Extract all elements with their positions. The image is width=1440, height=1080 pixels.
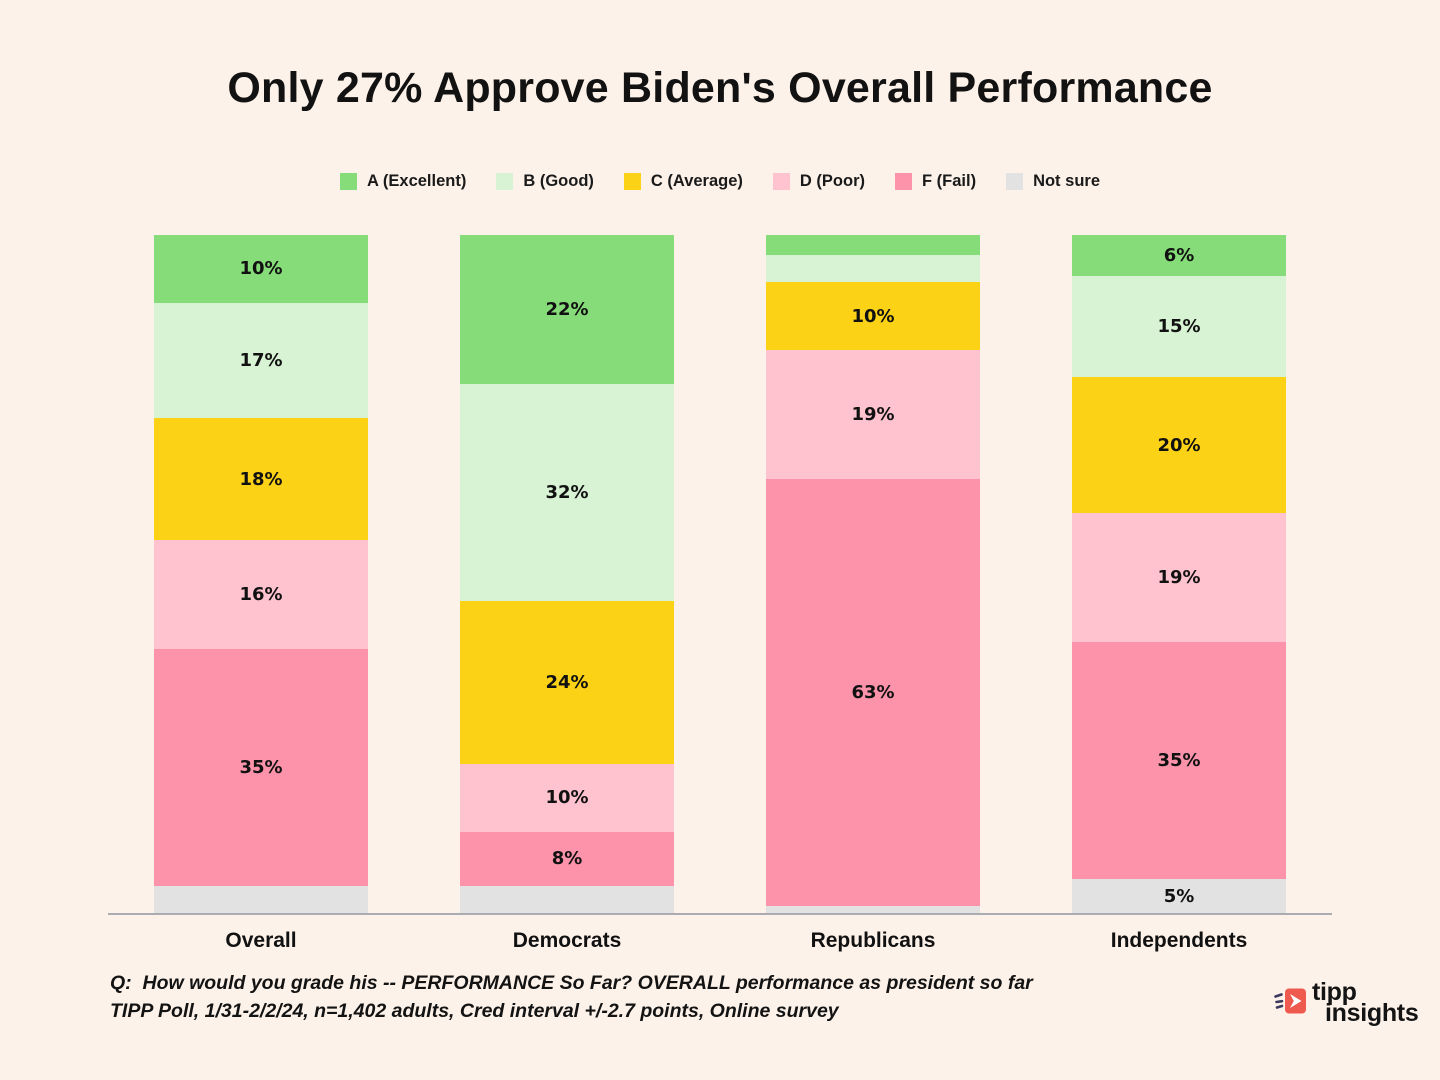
tipp-arrow-icon bbox=[1274, 986, 1308, 1023]
segment-value-label: 18% bbox=[239, 468, 283, 490]
legend-swatch-b-good bbox=[496, 173, 514, 190]
segment-value-label: 35% bbox=[1157, 749, 1201, 771]
legend-label: Not sure bbox=[1033, 172, 1100, 190]
category-label-independents: Independents bbox=[1110, 929, 1248, 952]
segment-value-label: 19% bbox=[1157, 566, 1201, 588]
stacked-bar-republicans: 10% 19% 63% bbox=[766, 235, 980, 913]
segment-c-average-republicans: 10% bbox=[766, 282, 980, 351]
stacked-bar-democrats: 22% 32% 24% 10% 8% bbox=[460, 235, 674, 913]
segment-value-label: 10% bbox=[545, 787, 589, 809]
plot-area: 10% 17% 18% 16% 35% 22% 32% 24% 10% 8% 10% 19% 63% 6%… bbox=[108, 235, 1332, 913]
segment-a-excellent-independents: 6% bbox=[1072, 235, 1286, 276]
segment-value-label: 10% bbox=[239, 258, 283, 280]
legend-item-b-good: B (Good) bbox=[496, 172, 594, 191]
segment-d-poor-democrats: 10% bbox=[460, 763, 674, 832]
segment-a-excellent-overall: 10% bbox=[154, 235, 368, 303]
segment-not-sure-republicans bbox=[766, 906, 980, 913]
legend-item-f-fail: F (Fail) bbox=[894, 172, 977, 191]
segment-not-sure-democrats bbox=[460, 885, 674, 913]
segment-not-sure-independents: 5% bbox=[1072, 879, 1286, 913]
logo-text: tipp insights bbox=[1312, 978, 1419, 1027]
legend-label: A (Excellent) bbox=[367, 172, 467, 190]
legend-item-not-sure: Not sure bbox=[1006, 172, 1100, 191]
segment-value-label: 32% bbox=[545, 482, 589, 504]
segment-b-good-democrats: 32% bbox=[460, 384, 674, 602]
segment-b-good-overall: 17% bbox=[154, 302, 368, 419]
legend-swatch-d-poor bbox=[772, 173, 790, 190]
segment-value-label: 8% bbox=[551, 848, 583, 870]
segment-d-poor-republicans: 19% bbox=[766, 350, 980, 480]
legend-item-c-average: C (Average) bbox=[623, 172, 743, 191]
footer-question: Q: How would you grade his -- PERFORMANC… bbox=[110, 972, 1033, 994]
segment-value-label: 22% bbox=[545, 299, 589, 321]
segment-a-excellent-democrats: 22% bbox=[460, 235, 674, 385]
legend-swatch-not-sure bbox=[1006, 173, 1024, 190]
segment-f-fail-independents: 35% bbox=[1072, 641, 1286, 880]
stacked-bar-overall: 10% 17% 18% 16% 35% bbox=[154, 235, 368, 913]
category-label-overall: Overall bbox=[225, 929, 297, 952]
segment-value-label: 19% bbox=[851, 404, 895, 426]
stacked-bar-independents: 6% 15% 20% 19% 35% 5% bbox=[1072, 235, 1286, 913]
footer-methodology: TIPP Poll, 1/31-2/2/24, n=1,402 adults, … bbox=[110, 1000, 839, 1022]
legend: A (Excellent) B (Good) C (Average) D (Poor)… bbox=[0, 172, 1440, 191]
category-row: Overall Democrats Republicans Independents bbox=[108, 929, 1332, 953]
footer: Q: How would you grade his -- PERFORMANC… bbox=[110, 969, 1210, 1025]
segment-f-fail-democrats: 8% bbox=[460, 831, 674, 886]
logo-text-line2: insights bbox=[1325, 999, 1419, 1027]
segment-d-poor-independents: 19% bbox=[1072, 512, 1286, 642]
legend-label: B (Good) bbox=[523, 172, 594, 190]
legend-swatch-f-fail bbox=[894, 173, 912, 190]
segment-value-label: 24% bbox=[545, 671, 589, 693]
segment-f-fail-republicans: 63% bbox=[766, 479, 980, 907]
x-axis-line bbox=[108, 913, 1332, 915]
category-label-republicans: Republicans bbox=[810, 929, 936, 952]
legend-item-a-excellent: A (Excellent) bbox=[340, 172, 466, 191]
segment-value-label: 15% bbox=[1157, 316, 1201, 338]
segment-c-average-overall: 18% bbox=[154, 418, 368, 541]
segment-d-poor-overall: 16% bbox=[154, 540, 368, 649]
segment-not-sure-overall bbox=[154, 885, 368, 913]
segment-f-fail-overall: 35% bbox=[154, 648, 368, 886]
tipp-insights-logo: tipp insights bbox=[1274, 978, 1419, 1027]
segment-value-label: 6% bbox=[1163, 244, 1195, 266]
legend-swatch-c-average bbox=[623, 173, 641, 190]
segment-c-average-democrats: 24% bbox=[460, 601, 674, 764]
segment-c-average-independents: 20% bbox=[1072, 377, 1286, 513]
segment-b-good-independents: 15% bbox=[1072, 275, 1286, 378]
segment-value-label: 35% bbox=[239, 756, 283, 778]
legend-item-d-poor: D (Poor) bbox=[772, 172, 865, 191]
segment-b-good-republicans bbox=[766, 255, 980, 283]
segment-value-label: 17% bbox=[239, 349, 283, 371]
segment-value-label: 16% bbox=[239, 583, 283, 605]
legend-label: D (Poor) bbox=[799, 172, 865, 190]
legend-label: F (Fail) bbox=[921, 172, 977, 190]
segment-value-label: 5% bbox=[1163, 885, 1195, 907]
segment-value-label: 20% bbox=[1157, 434, 1201, 456]
legend-label: C (Average) bbox=[650, 172, 743, 190]
legend-swatch-a-excellent bbox=[340, 173, 357, 190]
segment-value-label: 63% bbox=[851, 682, 895, 704]
segment-a-excellent-republicans bbox=[766, 235, 980, 256]
segment-value-label: 10% bbox=[851, 305, 895, 327]
logo-text-line1: tipp bbox=[1312, 978, 1357, 1006]
chart-title: Only 27% Approve Biden's Overall Perform… bbox=[227, 64, 1213, 112]
category-label-democrats: Democrats bbox=[512, 929, 622, 952]
